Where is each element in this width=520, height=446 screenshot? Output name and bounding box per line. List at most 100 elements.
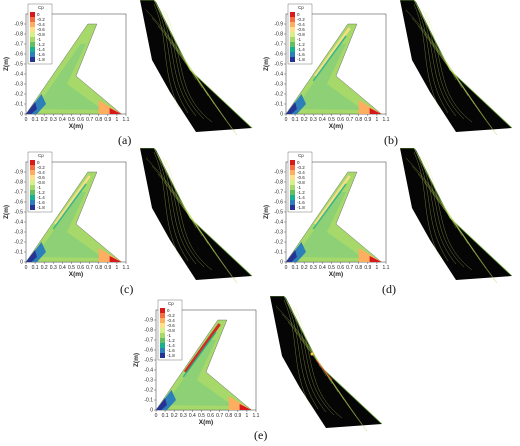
x-tick-label: 0.2 [41,117,48,123]
x-tick-label: 1 [116,265,119,271]
x-tick-label: 0.3 [310,265,317,271]
x-tick-label: 0.3 [310,117,317,123]
legend-label: 0 [297,160,300,165]
vortex-marker [310,352,314,356]
streamline [283,299,311,407]
legend-swatch [30,52,35,57]
x-tick-label: 0.6 [337,265,344,271]
legend-swatch [160,328,165,333]
legend-label: -0.8 [37,32,45,37]
legend-label: -1.4 [37,195,45,200]
legend-label: -1.4 [297,47,305,52]
y-tick-label: -0.4 [144,368,153,374]
legend-title: Cp [298,153,304,158]
x-tick-label: 0.5 [68,265,75,271]
y-tick-label: -0.7 [274,190,283,196]
legend-swatch [30,17,35,22]
streamline [187,213,238,283]
legend-swatch [30,200,35,205]
legend-label: 0 [37,160,40,165]
panel-b: 0 0.1 0.2 0.3 0.4 0.5 0.6 0.7 0.8 0.9 1 1.1 -0.9 -0.8… [260,0,520,150]
legend-label: -0.2 [297,165,305,170]
y-tick-label: -0.8 [274,32,283,38]
legend-label: -0.4 [167,318,175,323]
x-axis-title: X(m) [69,271,83,278]
legend-label: -0.8 [37,180,45,185]
y-tick-label: -0.6 [274,200,283,206]
streamline [453,221,497,283]
legend-label: -1.6 [297,200,305,205]
apex-core [156,398,167,410]
legend-swatch [30,27,35,32]
legend-swatch [160,338,165,343]
x-axis-title: X(m) [69,123,83,130]
cp-contour-plot: 0 0.1 0.2 0.3 0.4 0.5 0.6 0.7 0.8 0.9 1 1.1 -0.9 -0.8… [133,299,260,426]
legend-swatch [290,175,295,180]
y-tick-label: -0.8 [14,32,23,38]
y-tick-label: -0.3 [274,82,283,88]
x-tick-label: 0.8 [95,117,102,123]
x-tick-label: 1.1 [383,117,390,123]
x-tick-label: 1.1 [253,413,260,419]
legend-swatch [290,185,295,190]
x-tick-label: 0.6 [77,117,84,123]
y-tick-label: -0.3 [14,230,23,236]
wing-surface [140,0,252,132]
x-tick-label: 0.3 [180,413,187,419]
y-tick-label: -0.2 [144,388,153,394]
x-axis-title: X(m) [329,271,343,278]
y-tick-label: -0.3 [144,378,153,384]
x-tick-label: 0.7 [346,265,353,271]
vortex-band [183,323,221,373]
x-tick-label: 1.1 [123,117,130,123]
legend-label: -0.2 [37,17,45,22]
legend-swatch [290,170,295,175]
legend-label: 0 [297,12,300,17]
leading-edge-line [140,0,253,129]
y-tick-label: -0.6 [144,348,153,354]
streamline [181,57,233,129]
leading-edge-line [270,296,383,425]
legend-swatch [160,343,165,348]
legend-swatch [30,170,35,175]
y-tick-label: -0.2 [14,92,23,98]
streamline [156,153,189,262]
legend-swatch [30,57,35,62]
legend-label: -1 [37,185,41,190]
legend-swatch [30,190,35,195]
x-tick-label: 0 [25,117,28,123]
x-tick-label: 0.5 [328,265,335,271]
y-tick-label: 0 [280,260,283,266]
trailing-cp [358,248,382,262]
cp-contour-plot: 0 0.1 0.2 0.3 0.4 0.5 0.6 0.7 0.8 0.9 1 1.1 -0.9 -0.8… [263,3,390,130]
x-tick-label: 0.9 [364,117,371,123]
y-tick-label: -0.1 [274,250,283,256]
legend-swatch [290,12,295,17]
legend-label: -0.8 [167,328,175,333]
legend-label: -0.6 [37,27,45,32]
streamline [447,213,498,283]
streamline [419,155,457,265]
streamline [181,205,233,277]
legend-title: Cp [298,5,304,10]
streamline [317,361,368,431]
x-tick-label: 0.2 [41,265,48,271]
x-tick-label: 0.5 [198,413,205,419]
streamline [193,221,237,283]
legend-swatch [290,205,295,210]
streamline [153,151,181,259]
wing-surface [270,296,382,428]
legend-swatch [30,165,35,170]
legend-swatch [160,348,165,353]
vortex-core [182,331,217,378]
apex-core [26,250,37,262]
legend-label: -1.8 [37,57,45,62]
y-tick-label: -0.2 [14,240,23,246]
x-tick-label: 0.7 [86,117,93,123]
separation-line [315,359,333,381]
cp-contour-plot: 0 0.1 0.2 0.3 0.4 0.5 0.6 0.7 0.8 0.9 1 1.1 -0.9 -0.8… [3,151,130,278]
y-tick-label: -0.5 [274,210,283,216]
streamline [165,159,213,271]
y-tick-label: -0.1 [144,398,153,404]
legend-swatch [30,47,35,52]
